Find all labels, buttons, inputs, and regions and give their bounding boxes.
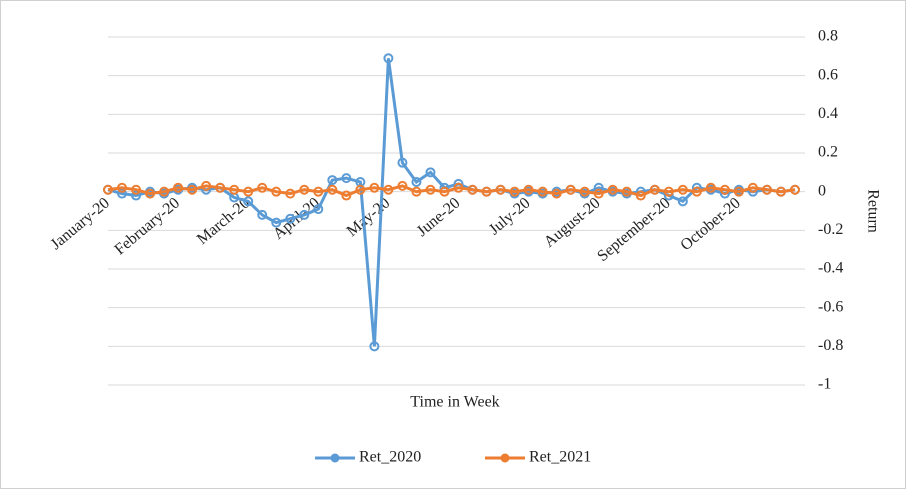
y-tick-label: -0.6 xyxy=(818,298,843,315)
y-tick-label: -1 xyxy=(818,376,831,393)
y-tick-label: -0.2 xyxy=(818,221,843,238)
y-tick-label: 0.4 xyxy=(818,105,838,122)
legend-label: Ret_2021 xyxy=(529,449,591,466)
x-axis-title: Time in Week xyxy=(410,394,499,411)
legend-label: Ret_2020 xyxy=(359,449,421,466)
y-tick-label: 0.8 xyxy=(818,28,838,45)
y-tick-label: 0 xyxy=(818,182,826,199)
chart: Time in Week Return -1 -0.8 -0.6 -0.4 -0.2 0 0… xyxy=(0,0,906,489)
y-tick-label: -0.8 xyxy=(818,337,843,354)
legend-marker xyxy=(331,454,339,462)
y-axis-title: Return xyxy=(864,189,881,233)
y-tick-label: 0.6 xyxy=(818,66,838,83)
page: {"chart_data": {"type": "line", "x_label… xyxy=(0,0,906,489)
y-tick-label: 0.2 xyxy=(818,144,838,161)
y-tick-label: -0.4 xyxy=(818,260,843,277)
legend-marker xyxy=(501,454,509,462)
